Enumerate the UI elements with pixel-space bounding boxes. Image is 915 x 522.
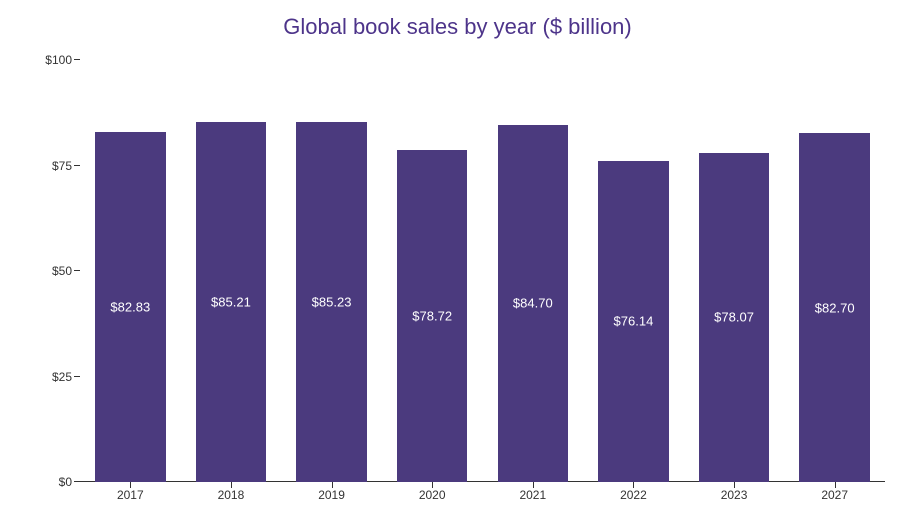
bar-value-label: $85.23: [296, 295, 366, 310]
bar-value-label: $82.70: [799, 300, 869, 315]
plot-area: $0$25$50$75$100$82.832017$85.212018$85.2…: [80, 60, 885, 482]
bar-value-label: $78.72: [397, 308, 467, 323]
bar-value-label: $85.21: [196, 295, 266, 310]
bar: $78.72: [397, 150, 467, 482]
x-axis-label: 2018: [218, 482, 245, 502]
x-axis-label: 2023: [721, 482, 748, 502]
x-axis-label: 2019: [318, 482, 345, 502]
bar: $82.70: [799, 133, 869, 482]
bar: $78.07: [699, 153, 769, 482]
y-axis-label: $25: [52, 370, 80, 384]
y-axis-label: $75: [52, 159, 80, 173]
bar-value-label: $84.70: [498, 296, 568, 311]
y-axis-label: $100: [45, 53, 80, 67]
bar: $85.21: [196, 122, 266, 482]
bar-value-label: $76.14: [598, 314, 668, 329]
chart-container: Global book sales by year ($ billion) $0…: [0, 0, 915, 522]
bar-value-label: $82.83: [95, 300, 165, 315]
bar: $82.83: [95, 132, 165, 482]
y-axis-label: $0: [59, 475, 80, 489]
bar: $84.70: [498, 125, 568, 482]
bar-value-label: $78.07: [699, 310, 769, 325]
x-axis-label: 2021: [519, 482, 546, 502]
chart-title: Global book sales by year ($ billion): [0, 0, 915, 40]
x-axis-label: 2020: [419, 482, 446, 502]
x-axis-label: 2027: [821, 482, 848, 502]
x-axis-label: 2022: [620, 482, 647, 502]
bar: $76.14: [598, 161, 668, 482]
bar: $85.23: [296, 122, 366, 482]
x-axis-label: 2017: [117, 482, 144, 502]
y-axis-label: $50: [52, 264, 80, 278]
